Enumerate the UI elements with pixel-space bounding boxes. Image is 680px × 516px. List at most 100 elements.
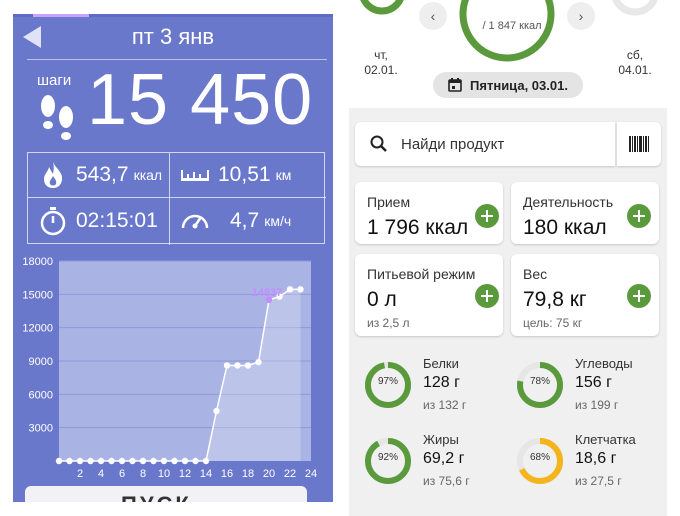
macro-name: Клетчатка <box>575 432 636 447</box>
intake-tile[interactable]: Прием 1 796 ккал <box>355 182 503 244</box>
stopwatch-icon <box>40 207 66 236</box>
water-tile[interactable]: Питьевой режим 0 л из 2,5 л <box>355 254 503 336</box>
weight-tile[interactable]: Вес 79,8 кг цель: 75 кг <box>511 254 659 336</box>
back-arrow-icon[interactable] <box>21 24 43 50</box>
macro-goal: из 199 г <box>575 398 619 412</box>
date-picker-pill[interactable]: Пятница, 03.01. <box>433 72 583 98</box>
y-tick-label: 18000 <box>22 256 53 268</box>
stats-grid: 543,7 ккал 10,51 км <box>27 152 326 245</box>
pedometer-panel: пт 3 янв шаги 15 450 543,7 ккал <box>13 14 333 502</box>
start-button[interactable]: ПУСК <box>25 486 307 502</box>
food-search-input[interactable]: Найди продукт <box>355 122 615 166</box>
macro-amount: 69,2 г <box>423 450 465 467</box>
grid-divider-v <box>169 153 170 245</box>
x-tick-label: 22 <box>284 468 296 479</box>
macro-goal: из 132 г <box>423 398 467 412</box>
water-title: Питьевой режим <box>367 266 476 282</box>
chevron-left-icon: ‹ <box>430 8 436 24</box>
macro-fiber[interactable]: 68% Клетчатка 18,6 г из 27,5 г <box>515 432 655 492</box>
macro-percent: 78% <box>529 376 550 387</box>
y-tick-label: 12000 <box>22 323 53 335</box>
area-fill <box>59 289 301 461</box>
next-day-dow: сб, <box>626 48 644 62</box>
weight-goal: цель: 75 кг <box>523 316 583 330</box>
top-strip-accent <box>33 14 89 17</box>
data-point <box>223 362 231 369</box>
data-point <box>202 457 210 465</box>
distance-unit: км <box>275 167 292 183</box>
x-tick-label: 12 <box>179 468 191 479</box>
macro-name: Жиры <box>423 432 459 447</box>
x-tick-label: 8 <box>140 468 146 479</box>
macro-amount: 128 г <box>423 374 460 391</box>
data-point <box>181 457 189 465</box>
add-water-button[interactable] <box>475 284 499 308</box>
ring-progress <box>517 362 563 408</box>
x-tick-label: 18 <box>242 468 254 479</box>
macro-name: Белки <box>423 356 459 371</box>
distance-value: 10,51 <box>218 163 271 186</box>
calories-stat: 543,7 ккал <box>38 160 162 190</box>
day-ring-current <box>459 0 555 62</box>
calories-unit: ккал <box>133 167 163 183</box>
search-icon <box>370 135 387 152</box>
chevron-right-icon: › <box>578 8 584 24</box>
data-point <box>55 457 63 465</box>
activity-title: Деятельность <box>523 194 614 210</box>
macro-percent: 97% <box>377 376 398 387</box>
macro-goal: из 27,5 г <box>575 474 622 488</box>
macro-protein[interactable]: 97% Белки 128 г из 132 г <box>363 356 503 416</box>
footprints-icon <box>41 95 73 140</box>
calorie-goal-label: / 1 847 ккал <box>482 20 542 32</box>
start-button-label: ПУСК <box>121 492 192 502</box>
calories-value: 543,7 <box>76 163 129 186</box>
next-day-button[interactable]: › <box>567 2 595 30</box>
step-count: 15 450 <box>87 60 314 140</box>
data-point <box>276 293 283 300</box>
macro-ring <box>365 362 411 408</box>
add-intake-button[interactable] <box>475 204 499 228</box>
macro-ring <box>365 438 411 484</box>
add-weight-button[interactable] <box>627 284 651 308</box>
x-tick-label: 4 <box>98 468 104 479</box>
date-pill-label: Пятница, 03.01. <box>470 77 568 93</box>
weight-title: Вес <box>523 266 548 282</box>
data-point <box>255 358 262 366</box>
day-ring-next[interactable] <box>607 0 663 36</box>
data-point <box>244 362 252 369</box>
grid-divider-h <box>28 197 326 198</box>
speed-value: 4,7 <box>230 209 260 232</box>
barcode-scan-button[interactable] <box>617 122 661 166</box>
highlight-value-label: 14837 <box>252 287 283 299</box>
macro-carbs[interactable]: 78% Углеводы 156 г из 199 г <box>515 356 655 416</box>
macro-percent: 92% <box>377 452 398 463</box>
flame-icon <box>44 162 63 188</box>
macro-fat[interactable]: 92% Жиры 69,2 г из 75,6 г <box>363 432 503 492</box>
activity-tile[interactable]: Деятельность 180 ккал <box>511 182 659 244</box>
x-tick-label: 6 <box>119 468 125 479</box>
macro-name: Углеводы <box>575 356 633 371</box>
data-point <box>192 457 199 465</box>
add-activity-button[interactable] <box>627 204 651 228</box>
x-tick-label: 10 <box>158 468 170 479</box>
intake-value: 1 796 ккал <box>367 216 469 239</box>
macro-percent: 68% <box>529 452 550 463</box>
x-tick-label: 20 <box>263 468 275 479</box>
data-point <box>108 457 115 465</box>
water-goal: из 2,5 л <box>367 316 410 330</box>
date-title: пт 3 янв <box>131 24 215 49</box>
intake-title: Прием <box>367 194 411 210</box>
next-day-date: 04.01. <box>618 63 652 77</box>
steps-label: шаги <box>37 72 72 89</box>
calendar-icon <box>448 78 462 92</box>
y-tick-label: 6000 <box>29 389 53 401</box>
prev-day-dow: чт, <box>374 48 388 62</box>
x-tick-label: 14 <box>200 468 212 479</box>
data-point <box>118 457 126 465</box>
x-tick-label: 16 <box>221 468 233 479</box>
day-ring-prev[interactable] <box>357 0 407 36</box>
prev-day-button[interactable]: ‹ <box>419 2 447 30</box>
speedometer-icon <box>181 214 209 229</box>
header-divider <box>27 59 327 60</box>
macro-goal: из 75,6 г <box>423 474 470 488</box>
